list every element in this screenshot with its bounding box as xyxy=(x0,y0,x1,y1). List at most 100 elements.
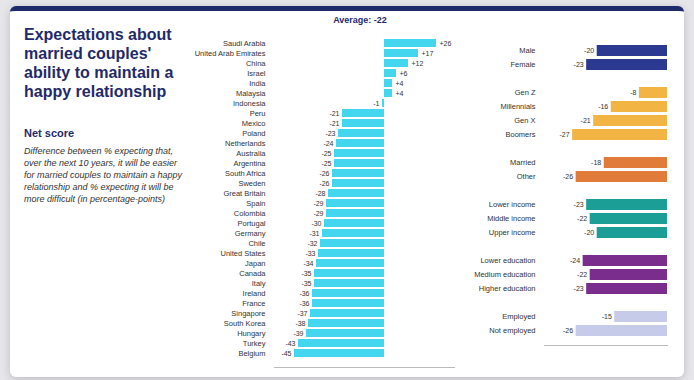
svg-text:-20: -20 xyxy=(584,47,594,54)
svg-text:Not employed: Not employed xyxy=(489,326,535,335)
svg-text:Medium education: Medium education xyxy=(474,270,535,279)
svg-text:Sweden: Sweden xyxy=(238,179,265,188)
svg-text:-23: -23 xyxy=(325,130,335,137)
html-text:Net score: Net score xyxy=(24,127,75,139)
svg-text:Malaysia: Malaysia xyxy=(236,89,266,98)
svg-text:-15: -15 xyxy=(602,313,612,320)
svg-text:-23: -23 xyxy=(574,201,584,208)
svg-text:Turkey: Turkey xyxy=(243,339,266,348)
svg-text:Female: Female xyxy=(510,60,535,69)
svg-text:Portugal: Portugal xyxy=(238,219,266,228)
svg-text:-36: -36 xyxy=(299,300,309,307)
svg-text:-35: -35 xyxy=(301,280,311,287)
svg-text:Belgium: Belgium xyxy=(238,349,265,358)
svg-text:-45: -45 xyxy=(281,350,291,357)
svg-text:Great Britain: Great Britain xyxy=(223,189,265,198)
svg-text:Gen Z: Gen Z xyxy=(515,88,536,97)
svg-text:-32: -32 xyxy=(307,240,317,247)
svg-text:Male: Male xyxy=(519,46,535,55)
html-text:Average: -22: Average: -22 xyxy=(333,15,387,25)
svg-text:Peru: Peru xyxy=(250,109,266,118)
svg-text:Canada: Canada xyxy=(239,269,266,278)
svg-text:Married: Married xyxy=(510,158,535,167)
svg-text:-23: -23 xyxy=(574,61,584,68)
svg-text:Lower income: Lower income xyxy=(489,200,536,209)
svg-text:Italy: Italy xyxy=(252,279,266,288)
svg-text:South Africa: South Africa xyxy=(225,169,266,178)
svg-text:Argentina: Argentina xyxy=(233,159,266,168)
svg-text:Chile: Chile xyxy=(248,239,265,248)
svg-text:-23: -23 xyxy=(574,285,584,292)
svg-text:China: China xyxy=(246,59,266,68)
svg-text:France: France xyxy=(242,299,265,308)
svg-text:Spain: Spain xyxy=(246,199,265,208)
svg-text:-35: -35 xyxy=(301,270,311,277)
svg-text:-25: -25 xyxy=(321,160,331,167)
svg-text:Ireland: Ireland xyxy=(243,289,266,298)
svg-text:Netherlands: Netherlands xyxy=(225,139,266,148)
svg-text:+12: +12 xyxy=(412,60,424,67)
svg-text:-24: -24 xyxy=(323,140,333,147)
svg-text:Israel: Israel xyxy=(247,69,266,78)
svg-text:Upper income: Upper income xyxy=(489,228,536,237)
svg-text:Mexico: Mexico xyxy=(242,119,266,128)
svg-text:Colombia: Colombia xyxy=(234,209,267,218)
svg-text:Australia: Australia xyxy=(236,149,266,158)
svg-text:+4: +4 xyxy=(396,90,404,97)
svg-text:-27: -27 xyxy=(559,131,569,138)
svg-text:-21: -21 xyxy=(329,120,339,127)
svg-text:Hungary: Hungary xyxy=(237,329,266,338)
svg-text:India: India xyxy=(249,79,266,88)
svg-text:Saudi Arabia: Saudi Arabia xyxy=(223,39,266,48)
svg-text:-29: -29 xyxy=(313,200,323,207)
svg-text:-28: -28 xyxy=(315,190,325,197)
svg-text:-26: -26 xyxy=(563,173,573,180)
svg-text:Boomers: Boomers xyxy=(505,130,535,139)
svg-text:South Korea: South Korea xyxy=(224,319,267,328)
svg-text:-26: -26 xyxy=(319,170,329,177)
svg-text:-36: -36 xyxy=(299,290,309,297)
svg-text:-38: -38 xyxy=(295,320,305,327)
svg-text:Poland: Poland xyxy=(242,129,265,138)
svg-text:-30: -30 xyxy=(311,220,321,227)
svg-text:-34: -34 xyxy=(303,260,313,267)
svg-text:+26: +26 xyxy=(440,40,452,47)
svg-text:-31: -31 xyxy=(309,230,319,237)
svg-text:Lower education: Lower education xyxy=(480,256,535,265)
svg-text:+17: +17 xyxy=(422,50,434,57)
svg-text:-39: -39 xyxy=(293,330,303,337)
svg-text:-37: -37 xyxy=(297,310,307,317)
svg-text:-16: -16 xyxy=(598,103,608,110)
svg-text:-21: -21 xyxy=(581,117,591,124)
svg-text:Singapore: Singapore xyxy=(231,309,265,318)
html-text:Difference between % expecting: Difference between % expecting that, ove… xyxy=(24,146,183,204)
svg-text:-24: -24 xyxy=(570,257,580,264)
svg-text:Middle income: Middle income xyxy=(487,214,535,223)
svg-text:United States: United States xyxy=(220,249,265,258)
svg-text:-33: -33 xyxy=(305,250,315,257)
svg-text:Gen X: Gen X xyxy=(514,116,535,125)
svg-text:-20: -20 xyxy=(584,229,594,236)
svg-text:-18: -18 xyxy=(591,159,601,166)
svg-text:-8: -8 xyxy=(630,89,636,96)
svg-text:+6: +6 xyxy=(400,70,408,77)
svg-text:United Arab Emirates: United Arab Emirates xyxy=(195,49,266,58)
svg-text:Employed: Employed xyxy=(502,312,535,321)
svg-text:Other: Other xyxy=(517,172,536,181)
svg-text:-25: -25 xyxy=(321,150,331,157)
svg-text:-29: -29 xyxy=(313,210,323,217)
svg-text:-26: -26 xyxy=(319,180,329,187)
svg-text:Indonesia: Indonesia xyxy=(233,99,266,108)
svg-text:Higher education: Higher education xyxy=(479,284,536,293)
svg-text:-26: -26 xyxy=(563,327,573,334)
html-text:Expectations about married cou: Expectations about married couples' abil… xyxy=(24,26,174,100)
svg-text:-22: -22 xyxy=(577,271,587,278)
svg-text:Germany: Germany xyxy=(235,229,266,238)
svg-text:-1: -1 xyxy=(373,100,379,107)
svg-text:Millennials: Millennials xyxy=(500,102,535,111)
svg-text:-22: -22 xyxy=(577,215,587,222)
svg-text:-43: -43 xyxy=(285,340,295,347)
svg-text:+4: +4 xyxy=(396,80,404,87)
svg-text:Japan: Japan xyxy=(245,259,265,268)
svg-text:-21: -21 xyxy=(329,110,339,117)
